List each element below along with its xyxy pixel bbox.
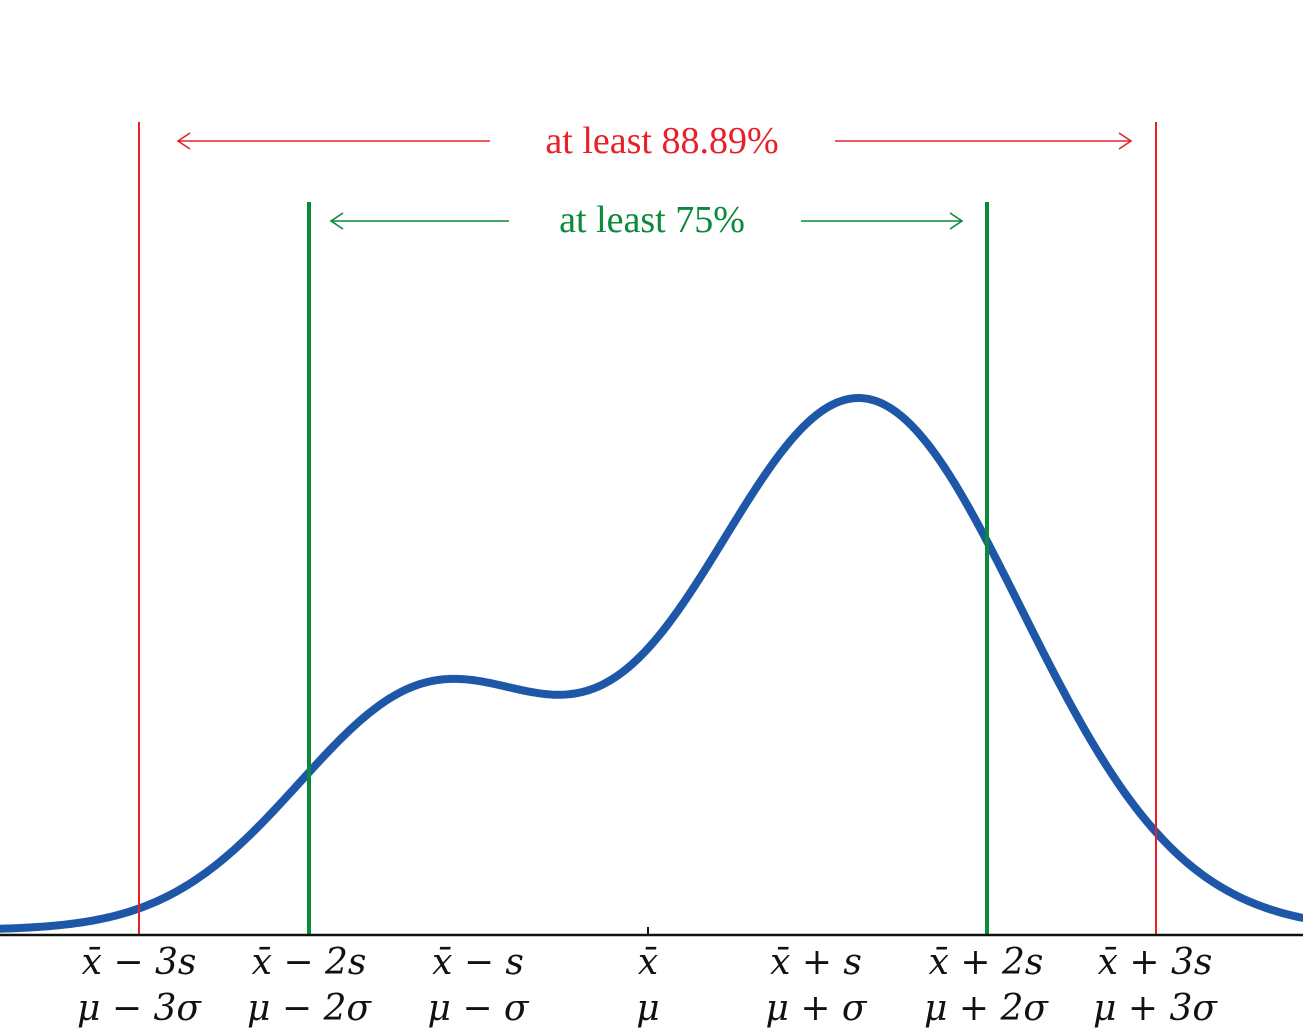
tick-sample-label: x̄ − 3s — [81, 942, 197, 983]
tick-sample-label: x̄ + s — [770, 942, 862, 983]
tick-population-label: μ + σ — [765, 988, 867, 1029]
outer-range-label: at least 88.89% — [545, 120, 778, 162]
tick-sample-label: x̄ − 2s — [251, 942, 367, 983]
outer-range-arrow: at least 88.89% — [176, 120, 1133, 162]
tick-population-label: μ − 2σ — [247, 988, 371, 1029]
outer-arrowhead-left — [176, 132, 191, 150]
tick-population-label: μ − σ — [427, 988, 529, 1029]
inner-range-label: at least 75% — [559, 199, 745, 241]
tick-sample-label: x̄ — [637, 942, 659, 983]
density-curve — [0, 394, 1303, 933]
tick-population-label: μ + 2σ — [924, 988, 1048, 1029]
tick-population-label: μ + 3σ — [1093, 988, 1217, 1029]
tick-population-label: μ — [636, 988, 660, 1029]
outer-arrowhead-right — [1118, 132, 1133, 150]
tick-sample-label: x̄ + 2s — [928, 942, 1044, 983]
tick-sample-label: x̄ − s — [432, 942, 524, 983]
tick-sample-label: x̄ + 3s — [1097, 942, 1213, 983]
inner-arrowhead-right — [949, 212, 964, 230]
tick-population-label: μ − 3σ — [77, 988, 201, 1029]
inner-range-arrow: at least 75% — [329, 199, 964, 241]
inner-arrowhead-left — [329, 212, 344, 230]
